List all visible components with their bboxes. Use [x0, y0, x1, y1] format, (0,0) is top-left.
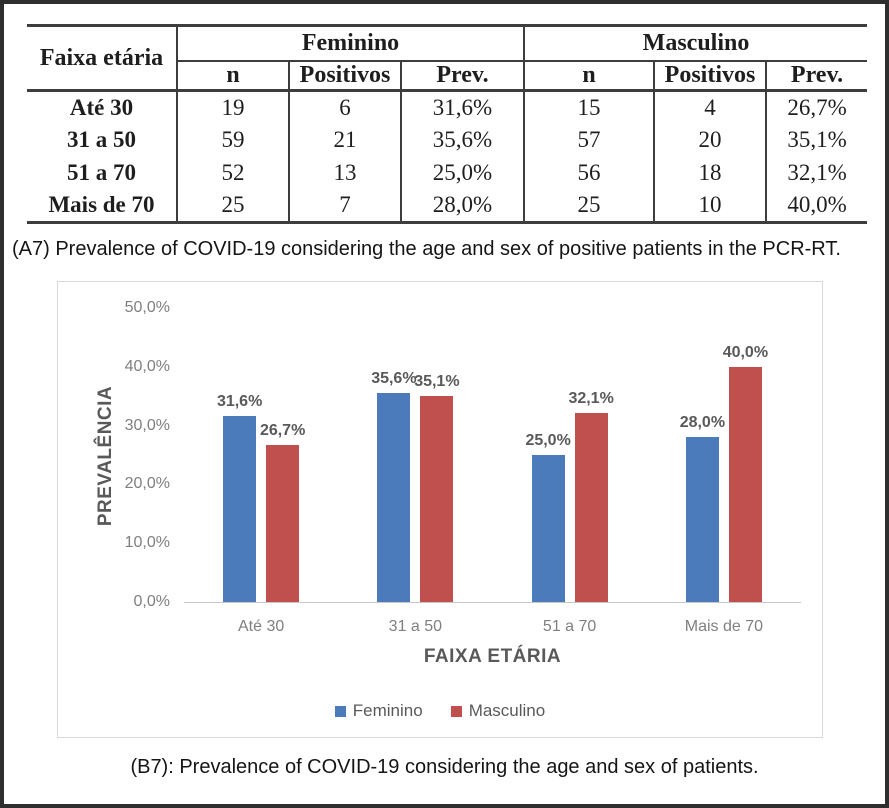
masculino-positivos-cell: 4 [653, 90, 767, 124]
x-axis-title: FAIXA ETÁRIA [423, 646, 562, 667]
x-tick-label-mais-de-70: Mais de 70 [684, 618, 763, 635]
bar-value-label: 26,7% [259, 422, 306, 440]
table-row: 51 a 70 52 13 25,0% 56 18 32,1% [27, 156, 868, 190]
bar-slot: 28,0% [680, 308, 725, 602]
prevalence-table-wrapper: Faixa etária Feminino Masculino n Positi… [27, 24, 868, 224]
x-tick-label-at-30: Até 30 [237, 618, 285, 635]
y-tick-label: 40,0% [124, 357, 170, 375]
bar-value-label: 35,6% [371, 369, 417, 387]
bar-group-mais-de-70: 28,0% 40,0% [647, 308, 801, 602]
masculino-n-cell: 57 [523, 123, 655, 157]
plot-area: 31,6% 26,7% 35,6% 35,1% 25,0% 32,1% 28,0% 40,0% [184, 308, 801, 603]
feminino-prev-cell: 35,6% [399, 123, 525, 157]
bar-masculino-51-a-70 [574, 413, 608, 602]
masculino-n-cell: 15 [523, 90, 655, 124]
table-row: 31 a 50 59 21 35,6% 57 20 35,1% [27, 123, 868, 157]
masculino-prev-cell: 35,1% [765, 123, 868, 157]
legend-item-feminino: Feminino [334, 701, 423, 721]
bar-slot: 35,6% [371, 308, 417, 602]
masculino-n-cell: 56 [523, 156, 655, 190]
feminino-n-cell: 52 [221, 160, 245, 185]
bar-value-label: 31,6% [216, 393, 263, 411]
bar-value-label: 25,0% [525, 432, 571, 449]
bar-slot: 25,0% [525, 308, 571, 602]
feminino-prev-cell: 28,0% [399, 189, 525, 223]
feminino-n-cell: 19 [221, 94, 245, 120]
feminino-positivos-cell: 13 [288, 156, 401, 190]
masculino-positivos-cell: 10 [653, 189, 767, 223]
bar-value-label: 32,1% [568, 390, 614, 408]
header-feminino-n: n [177, 60, 289, 92]
header-feminino-positivos: Positivos [288, 60, 401, 92]
feminino-prev-cell: 31,6% [399, 90, 525, 124]
feminino-n-cell: 59 [221, 127, 245, 152]
feminino-positivos-cell: 7 [288, 189, 401, 223]
header-feminino: Feminino [177, 25, 525, 62]
legend-label-masculino: Masculino [468, 701, 546, 720]
legend-label-feminino: Feminino [352, 701, 423, 720]
caption-a7: (A7) Prevalence of COVID-19 considering … [12, 238, 841, 260]
row-label-cell: 31 a 50 [27, 123, 178, 157]
x-tick-label-31-a-50: 31 a 50 [388, 618, 443, 635]
row-label-cell: 51 a 70 [27, 156, 178, 190]
header-masculino-prev: Prev. [765, 60, 868, 92]
masculino-positivos-cell: 18 [653, 156, 767, 190]
feminino-positivos-cell: 21 [288, 123, 401, 157]
bar-group-51-a-70: 25,0% 32,1% [493, 308, 647, 602]
bar-value-label: 28,0% [679, 414, 726, 432]
x-tick-label-51-a-70: 51 a 70 [542, 618, 597, 635]
feminino-positivos-cell: 6 [288, 90, 401, 124]
legend-item-masculino: Masculino [450, 701, 546, 721]
bar-masculino-31-a-50 [420, 395, 454, 602]
y-tick-label: 50,0% [124, 299, 170, 316]
row-label-cell: Até 30 [27, 90, 178, 124]
bar-slot: 32,1% [568, 308, 614, 602]
legend-swatch-masculino [450, 705, 462, 717]
bar-value-label: 35,1% [414, 372, 460, 390]
feminino-n-cell: 25 [221, 192, 245, 218]
header-masculino: Masculino [523, 25, 868, 62]
bar-chart: PREVALÊNCIA 0,0% 10,0% 20,0% 30,0% 40,0% 50,0… [57, 281, 823, 738]
bar-group-at-30: 31,6% 26,7% [184, 308, 338, 602]
bar-feminino-at-30 [223, 416, 257, 602]
bar-group-31-a-50: 35,6% 35,1% [338, 308, 492, 602]
masculino-n-cell: 25 [523, 189, 655, 223]
bar-feminino-mais-de-70 [685, 437, 719, 602]
masculino-positivos-cell: 20 [653, 123, 767, 157]
header-feminino-prev: Prev. [399, 60, 525, 92]
header-faixa-etaria: Faixa etária [27, 25, 178, 92]
bar-slot: 31,6% [217, 308, 262, 602]
table-row: Até 30 19 6 31,6% 15 4 26,7% [27, 90, 868, 124]
masculino-prev-cell: 26,7% [765, 90, 868, 124]
y-tick-label: 30,0% [124, 416, 170, 434]
bar-masculino-at-30 [266, 445, 300, 602]
y-tick-label: 0,0% [133, 593, 170, 610]
y-tick-label: 20,0% [124, 475, 170, 493]
bar-feminino-51-a-70 [531, 455, 565, 602]
bar-feminino-31-a-50 [377, 392, 411, 602]
bar-slot: 35,1% [414, 308, 460, 602]
masculino-prev-cell: 40,0% [765, 189, 868, 223]
masculino-prev-cell: 32,1% [765, 156, 868, 190]
prevalence-table: Faixa etária Feminino Masculino n Positi… [27, 24, 868, 224]
bar-slot: 26,7% [260, 308, 305, 602]
header-masculino-positivos: Positivos [653, 60, 767, 92]
x-axis-labels: Até 30 31 a 50 51 a 70 Mais de 70 [184, 618, 801, 636]
bar-masculino-mais-de-70 [728, 366, 762, 602]
figure-content: Faixa etária Feminino Masculino n Positi… [4, 4, 885, 804]
bar-slot: 40,0% [723, 308, 768, 602]
bar-value-label: 40,0% [722, 343, 769, 361]
table-row: Mais de 70 25 7 28,0% 25 10 40,0% [27, 189, 868, 223]
feminino-prev-cell: 25,0% [399, 156, 525, 190]
legend-swatch-feminino [334, 705, 346, 717]
row-label-cell: Mais de 70 [27, 189, 178, 223]
header-masculino-n: n [523, 60, 655, 92]
caption-b7: (B7): Prevalence of COVID-19 considering… [130, 756, 759, 778]
y-tick-label: 10,0% [124, 534, 170, 552]
chart-legend: Feminino Masculino [58, 701, 822, 721]
